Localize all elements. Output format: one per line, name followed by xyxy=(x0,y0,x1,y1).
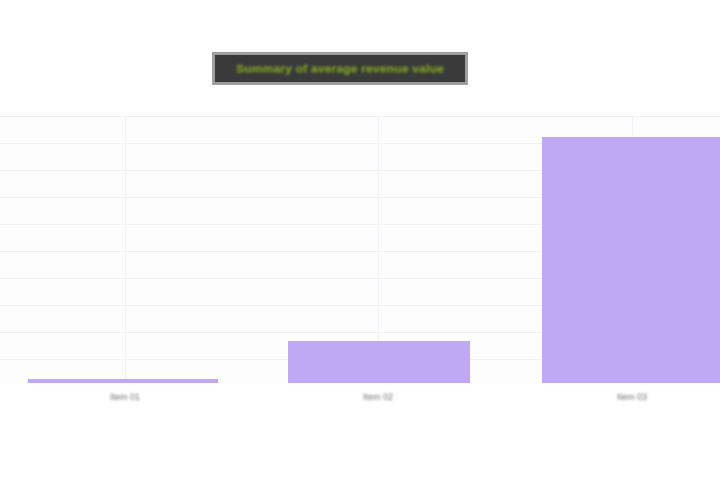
chart-title-text: Summary of average revenue value xyxy=(236,62,444,75)
gridline-horizontal xyxy=(0,197,720,198)
bar[interactable] xyxy=(28,379,218,383)
gridline-vertical xyxy=(378,116,379,383)
x-tick-label: Item 02 xyxy=(362,392,394,402)
gridline-horizontal xyxy=(0,278,720,279)
gridline-horizontal xyxy=(0,143,720,144)
gridline-horizontal xyxy=(0,251,720,252)
gridline-horizontal xyxy=(0,224,720,225)
gridline-horizontal xyxy=(0,332,720,333)
gridline-horizontal xyxy=(0,116,720,117)
x-tick-label: Item 03 xyxy=(616,392,648,402)
x-tick-label: Item 01 xyxy=(109,392,141,402)
gridline-vertical xyxy=(125,116,126,383)
bar[interactable] xyxy=(542,137,720,383)
plot-area xyxy=(0,116,720,383)
bar[interactable] xyxy=(288,341,470,383)
gridline-horizontal xyxy=(0,170,720,171)
chart-title-banner: Summary of average revenue value xyxy=(212,52,468,85)
gridline-horizontal xyxy=(0,305,720,306)
x-axis: Item 01 Item 02 Item 03 xyxy=(0,383,720,423)
